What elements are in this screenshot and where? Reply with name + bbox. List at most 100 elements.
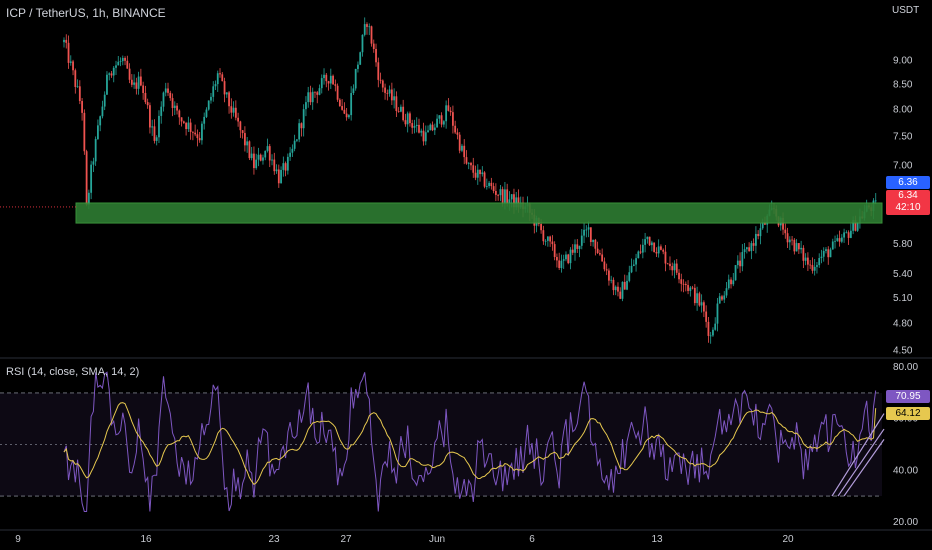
time-tick-label: 20	[782, 534, 794, 545]
candle-body	[580, 235, 583, 246]
candle-body	[825, 249, 827, 251]
candle-body	[81, 101, 83, 113]
candle-body	[680, 279, 683, 284]
candle-body	[504, 189, 506, 203]
candle-body	[741, 252, 744, 267]
candle-body	[757, 233, 760, 237]
candle-body	[146, 102, 149, 106]
candle-body	[137, 76, 140, 89]
candle-body	[126, 60, 129, 69]
candle-body	[470, 162, 472, 166]
candle-body	[838, 238, 841, 242]
candle-body	[684, 283, 687, 286]
rsi-trendline	[843, 438, 885, 497]
candle-body	[97, 125, 99, 140]
price-tick-label: 7.00	[893, 160, 913, 171]
candle-body	[185, 122, 187, 130]
candle-body	[253, 153, 255, 169]
candle-body	[406, 113, 409, 125]
price-tick-label: 4.50	[893, 345, 913, 356]
candle-body	[142, 85, 145, 93]
candle-body	[456, 132, 459, 135]
candle-body	[714, 323, 717, 330]
candle-body	[800, 247, 803, 250]
candle-body	[646, 236, 649, 240]
candle-body	[411, 123, 414, 128]
candle-body	[788, 239, 791, 243]
candle-body	[485, 186, 488, 187]
candle-body	[169, 92, 172, 99]
candle-body	[664, 251, 667, 264]
candle-body	[332, 75, 334, 85]
price-tick-label: 5.40	[893, 269, 913, 280]
candle-body	[359, 52, 362, 65]
candle-body	[802, 247, 805, 261]
candle-body	[467, 162, 470, 164]
candle-body	[390, 89, 393, 101]
candle-body	[259, 154, 262, 161]
candle-body	[205, 109, 208, 117]
candle-body	[87, 192, 90, 205]
candle-body	[791, 239, 793, 241]
candle-body	[420, 130, 423, 133]
candle-body	[556, 257, 558, 261]
candle-body	[212, 86, 215, 97]
candle-body	[499, 189, 502, 196]
candle-body	[560, 260, 563, 269]
candle-body	[852, 220, 855, 231]
candle-body	[644, 239, 647, 245]
candle-body	[433, 127, 436, 131]
candle-body	[655, 252, 658, 254]
candle-body	[587, 227, 590, 230]
candle-body	[612, 279, 615, 291]
candle-body	[228, 92, 230, 107]
candle-body	[361, 34, 364, 53]
candle-body	[818, 258, 821, 266]
candle-body	[72, 61, 74, 71]
candle-body	[139, 76, 142, 86]
candle-body	[542, 230, 545, 242]
price-tick-label: 5.80	[893, 239, 913, 250]
rsi-line	[63, 371, 877, 512]
candle-body	[691, 287, 694, 289]
candle-body	[650, 242, 653, 246]
candle-body	[352, 88, 355, 94]
candle-body	[752, 243, 755, 246]
candle-body	[639, 251, 642, 253]
candle-body	[234, 107, 237, 118]
candle-body	[630, 265, 633, 273]
candle-body	[583, 229, 585, 236]
candle-body	[743, 249, 746, 253]
candle-body	[363, 24, 366, 35]
candle-body	[598, 253, 601, 255]
candle-body	[85, 151, 88, 205]
candle-body	[436, 118, 438, 128]
candle-body	[415, 124, 418, 126]
candle-body	[338, 99, 341, 107]
candle-body	[759, 228, 762, 237]
candle-body	[381, 80, 384, 88]
candle-body	[377, 62, 380, 80]
candle-body	[160, 106, 163, 116]
time-tick-label: Jun	[429, 534, 445, 545]
price-badge-red-value: 6.34	[898, 190, 918, 201]
candle-body	[605, 269, 608, 271]
candle-body	[180, 117, 183, 122]
candle-body	[300, 123, 303, 129]
rsi-tick-label: 80.00	[893, 362, 918, 373]
candle-body	[63, 39, 65, 43]
candle-body	[490, 182, 493, 187]
candle-body	[135, 82, 138, 89]
candle-body	[702, 302, 705, 312]
candle-body	[540, 224, 542, 231]
candle-body	[366, 24, 368, 27]
candle-body	[795, 243, 798, 252]
candle-body	[230, 106, 233, 113]
candle-body	[479, 169, 481, 175]
candle-body	[271, 159, 273, 161]
rsi-tick-label: 40.00	[893, 465, 918, 476]
candle-body	[277, 169, 280, 184]
candle-body	[494, 190, 497, 195]
candle-body	[289, 152, 292, 157]
